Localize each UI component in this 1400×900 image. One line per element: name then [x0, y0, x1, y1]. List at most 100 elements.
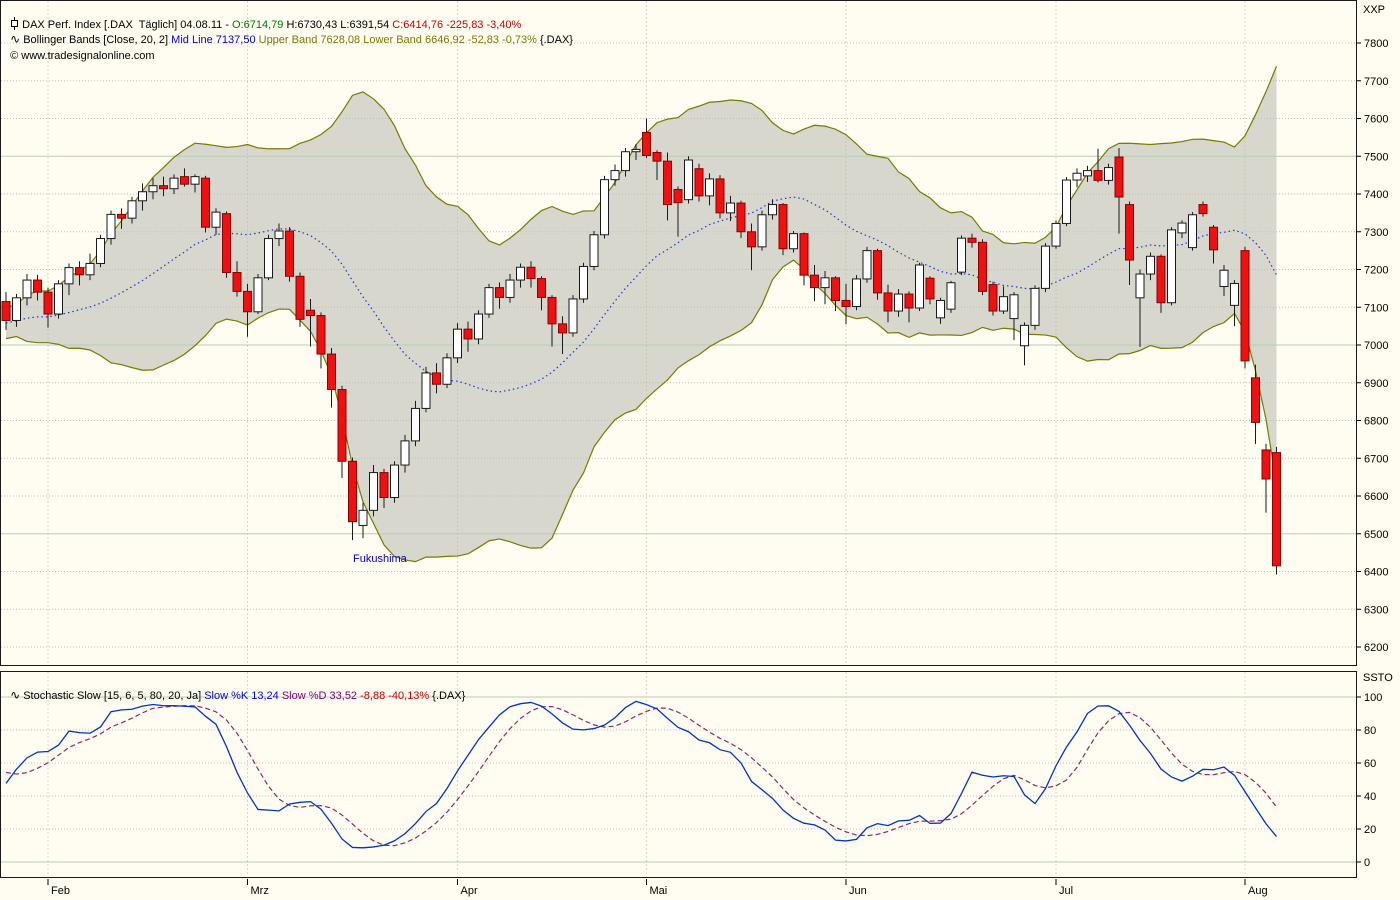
candle-bullish: [484, 287, 494, 315]
candle-bearish: [432, 372, 441, 385]
candle-bullish: [862, 250, 872, 280]
candle-bullish: [789, 233, 798, 250]
candle-bullish: [474, 313, 483, 340]
candle-bullish: [1072, 172, 1082, 181]
stoch-axis-label: 60: [1364, 758, 1376, 770]
candle-bearish: [43, 291, 53, 315]
y-axis-label: 7700: [1364, 76, 1388, 88]
y-axis-label: 6400: [1364, 567, 1388, 579]
candle-bullish: [390, 464, 399, 499]
bollinger-band-area: [6, 66, 1277, 562]
candle-bullish: [1041, 245, 1050, 289]
candle-bullish: [1146, 255, 1155, 275]
y-axis-label: 7300: [1364, 227, 1388, 239]
candle-bearish: [841, 299, 851, 307]
candle-bearish: [873, 250, 882, 294]
candle-bullish: [1062, 179, 1071, 224]
candle-bullish: [610, 170, 620, 181]
candle-bearish: [1240, 250, 1250, 362]
candle-bearish: [1093, 170, 1103, 181]
y-axis-label: 7600: [1364, 114, 1388, 126]
candle-bullish: [358, 509, 368, 526]
candle-bullish: [999, 296, 1008, 312]
candle-bullish: [894, 293, 903, 312]
x-axis-month-label: Jun: [849, 885, 867, 897]
y-axis-label: 6200: [1364, 642, 1388, 654]
candle-bearish: [799, 233, 809, 276]
candle-bullish: [1030, 287, 1040, 326]
candle-bullish: [621, 151, 630, 172]
y-axis-label: 6300: [1364, 604, 1388, 616]
candle-bullish: [1167, 229, 1176, 304]
candle-bearish: [883, 292, 893, 312]
candle-bullish: [12, 297, 21, 321]
candle-bearish: [222, 213, 231, 274]
candle-bullish: [148, 185, 158, 193]
candle-bullish: [169, 177, 179, 190]
candle-bearish: [295, 275, 305, 320]
candle-bullish: [768, 204, 777, 216]
candle-bullish: [1009, 294, 1019, 320]
candle-bullish: [852, 278, 861, 307]
candle-bearish: [715, 178, 725, 214]
candle-bullish: [211, 211, 221, 228]
candle-bullish: [400, 440, 410, 466]
y-axis-label: 6600: [1364, 491, 1388, 503]
candle-bullish: [264, 238, 273, 279]
y-axis-label: 7000: [1364, 340, 1388, 352]
candle-bullish: [705, 178, 714, 197]
candle-bullish: [1020, 324, 1029, 347]
candle-bullish: [1219, 269, 1229, 287]
candle-bullish: [1051, 222, 1061, 247]
candle-bearish: [547, 296, 557, 325]
candle-bullish: [1083, 170, 1092, 177]
candle-bearish: [831, 277, 840, 301]
candle-bearish: [495, 287, 504, 298]
candle-bearish: [1261, 449, 1271, 480]
candle-bullish: [127, 200, 137, 219]
candle-bearish: [1198, 204, 1208, 215]
candle-bullish: [22, 279, 32, 299]
candle-bullish: [421, 372, 431, 409]
stoch-axis-label: 80: [1364, 725, 1376, 737]
x-axis-month-label: Feb: [51, 885, 70, 897]
candle-bullish: [946, 282, 956, 310]
candle-bearish: [1156, 255, 1166, 304]
candle-bearish: [988, 284, 998, 312]
candle-bullish: [453, 328, 462, 359]
stochastic-d-line: [5, 705, 1277, 847]
y-axis-label: 6900: [1364, 378, 1388, 390]
stoch-axis-label: 0: [1364, 857, 1370, 869]
fukushima-annotation: Fukushima: [353, 553, 407, 565]
candle-bearish: [663, 160, 672, 206]
candle-bullish: [106, 213, 116, 240]
candle-bearish: [747, 231, 756, 248]
candle-bearish: [180, 176, 189, 185]
candle-bearish: [1114, 156, 1124, 198]
candle-bullish: [684, 159, 693, 201]
price-scale-label: XXP: [1363, 4, 1386, 16]
candle-bearish: [327, 353, 336, 391]
candle-bearish: [348, 460, 357, 523]
candle-bullish: [1230, 282, 1239, 306]
candle-bearish: [967, 237, 977, 243]
candle-bullish: [505, 279, 515, 298]
candle-bearish: [159, 185, 168, 190]
candle-bearish: [673, 188, 683, 204]
candle-bullish: [915, 264, 924, 309]
candle-bearish: [75, 267, 84, 276]
candle-bearish: [925, 277, 935, 300]
x-axis-month-label: Mrz: [251, 885, 269, 897]
candle-bearish: [652, 151, 662, 162]
y-axis-label: 6800: [1364, 416, 1388, 428]
y-axis-label: 7500: [1364, 151, 1388, 163]
candle-bearish: [201, 177, 210, 228]
candle-bearish: [306, 309, 315, 317]
candle-bearish: [978, 241, 987, 292]
candle-bullish: [274, 230, 284, 240]
candle-bearish: [33, 279, 42, 293]
candle-bearish: [810, 274, 819, 289]
candle-bullish: [1188, 214, 1197, 249]
bollinger-lower-band: [5, 259, 1278, 563]
